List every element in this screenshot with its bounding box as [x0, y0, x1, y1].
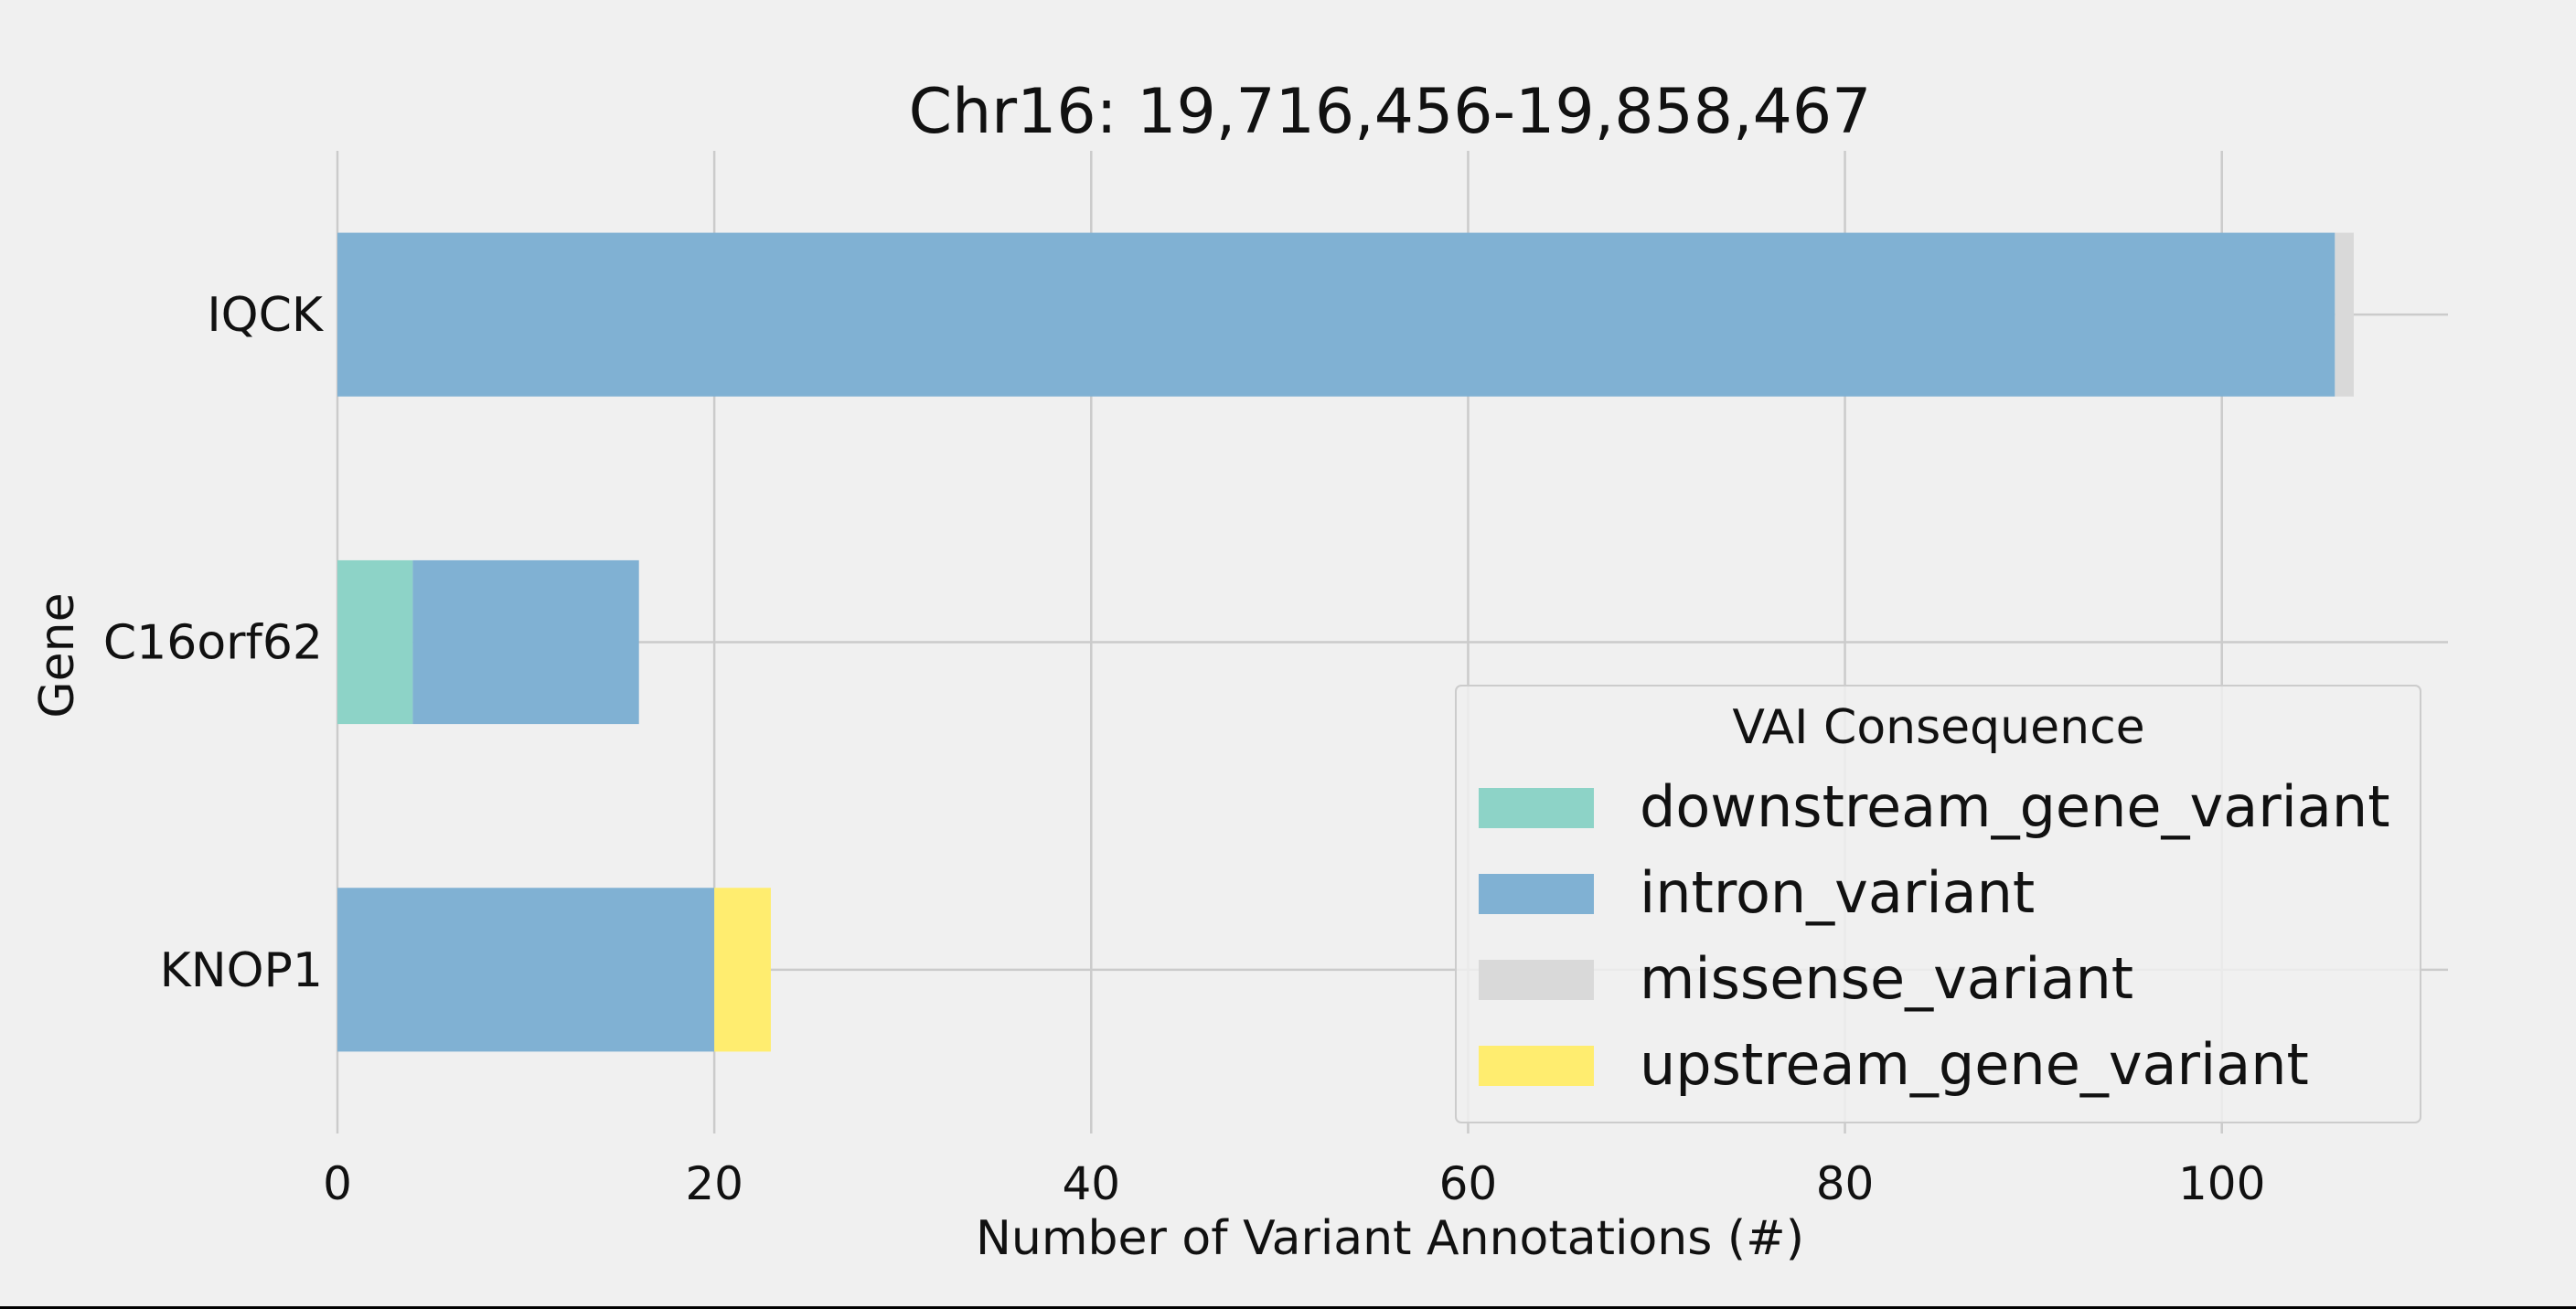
legend-label: downstream_gene_variant	[1640, 773, 2390, 840]
legend-swatch	[1479, 788, 1594, 828]
legend-swatch	[1479, 960, 1594, 1000]
legend-label: intron_variant	[1640, 859, 2035, 926]
bar-segment-intron_variant	[337, 232, 2336, 397]
bar-segment-downstream_gene_variant	[337, 559, 413, 725]
legend-label: missense_variant	[1640, 945, 2133, 1012]
legend: VAI Consequence downstream_gene_varianti…	[1455, 685, 2421, 1123]
x-tick-label: 20	[685, 1157, 743, 1210]
legend-title: VAI Consequence	[1732, 700, 2144, 755]
legend-label: upstream_gene_variant	[1640, 1031, 2309, 1098]
legend-swatch	[1479, 1046, 1594, 1086]
chart-title: Chr16: 19,716,456-19,858,467	[909, 76, 1872, 148]
y-tick-label: KNOP1	[160, 943, 323, 998]
bar-segment-intron_variant	[412, 559, 639, 725]
legend-frame	[1455, 685, 2421, 1123]
x-tick-label: 40	[1062, 1157, 1120, 1210]
legend-items: downstream_gene_variant intron_variantmis…	[1479, 773, 2390, 1098]
x-tick-label: 0	[323, 1157, 352, 1210]
x-tick-label: 100	[2178, 1157, 2265, 1210]
bar-segment-intron_variant	[337, 888, 715, 1052]
legend-swatch	[1479, 874, 1594, 914]
x-tick-label: 60	[1439, 1157, 1498, 1210]
bar-segment-upstream_gene_variant	[714, 888, 771, 1052]
y-axis-label: Gene	[30, 592, 85, 718]
bottom-rule	[0, 1306, 2576, 1309]
x-axis-label: Number of Variant Annotations (#)	[976, 1211, 1804, 1266]
axis-layer: Chr16: 19,716,456-19,858,467 Number of V…	[30, 76, 2265, 1266]
bar-layer	[337, 232, 2354, 1052]
bar-segment-missense_variant	[2335, 232, 2354, 397]
y-tick-label: IQCK	[207, 288, 325, 343]
x-tick-label: 80	[1816, 1157, 1875, 1210]
y-tick-label: C16orf62	[103, 616, 323, 671]
